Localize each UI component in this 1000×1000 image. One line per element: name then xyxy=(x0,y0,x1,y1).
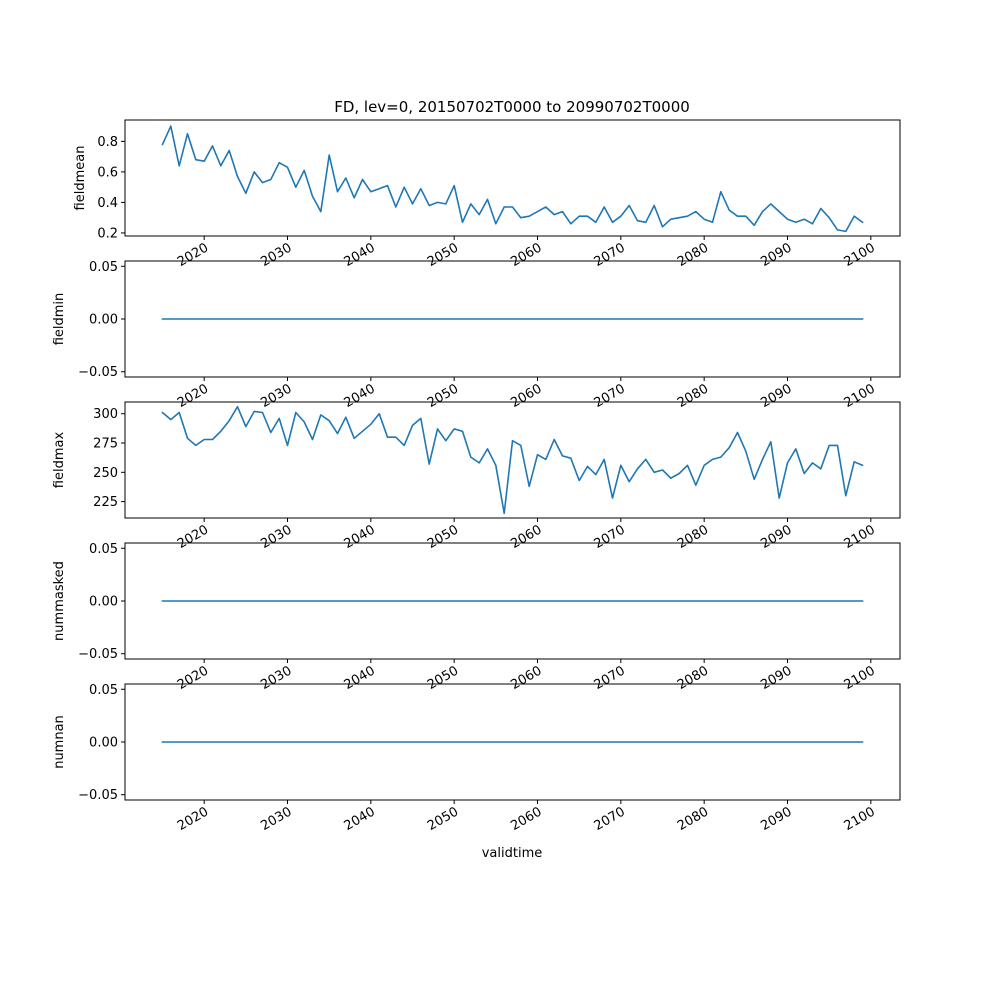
nummasked-ytick-label: −0.05 xyxy=(78,647,118,662)
numnan-ytick-label: −0.05 xyxy=(78,788,118,803)
fieldmean-ytick-label: 0.4 xyxy=(97,196,118,211)
numnan-ylabel: numnan xyxy=(52,715,67,769)
x-axis-label: validtime xyxy=(482,846,543,861)
nummasked-ytick-label: 0.05 xyxy=(89,542,118,557)
fieldmean-axes-frame xyxy=(124,119,901,237)
fieldmax-ytick-label: 250 xyxy=(93,466,118,481)
numnan-ytick-label: 0.00 xyxy=(89,736,118,751)
fieldmin-axes-frame xyxy=(124,260,901,378)
fieldmin-ytick-label: 0.05 xyxy=(89,260,118,275)
numnan-ytick-label: 0.05 xyxy=(89,683,118,698)
nummasked-ylabel: nummasked xyxy=(52,561,67,641)
fieldmin-ylabel: fieldmin xyxy=(52,293,67,346)
fieldmean-series-line xyxy=(161,125,864,233)
fieldmean-ytick-label: 0.2 xyxy=(97,226,118,241)
fieldmean-ylabel: fieldmean xyxy=(73,146,88,211)
fieldmax-axes-frame xyxy=(124,401,901,519)
fieldmax-series-line xyxy=(161,405,864,515)
panel-overlay xyxy=(126,262,900,377)
fieldmax-ylabel: fieldmax xyxy=(52,432,67,489)
fieldmax-ytick-label: 225 xyxy=(93,495,118,510)
nummasked-axes-frame xyxy=(124,542,901,660)
fieldmax-ytick-label: 300 xyxy=(93,407,118,422)
numnan-axes-frame xyxy=(124,683,901,801)
fieldmean-ytick-label: 0.6 xyxy=(97,165,118,180)
panel-overlay xyxy=(126,685,900,800)
chart-title: FD, lev=0, 20150702T0000 to 20990702T000… xyxy=(334,98,690,116)
fieldmin-ytick-label: 0.00 xyxy=(89,313,118,328)
panel-overlay xyxy=(126,403,900,518)
panel-overlay xyxy=(126,544,900,659)
nummasked-ytick-label: 0.00 xyxy=(89,595,118,610)
fieldmax-ytick-label: 275 xyxy=(93,437,118,452)
fieldmin-ytick-label: −0.05 xyxy=(78,365,118,380)
fieldmean-ytick-label: 0.8 xyxy=(97,135,118,150)
